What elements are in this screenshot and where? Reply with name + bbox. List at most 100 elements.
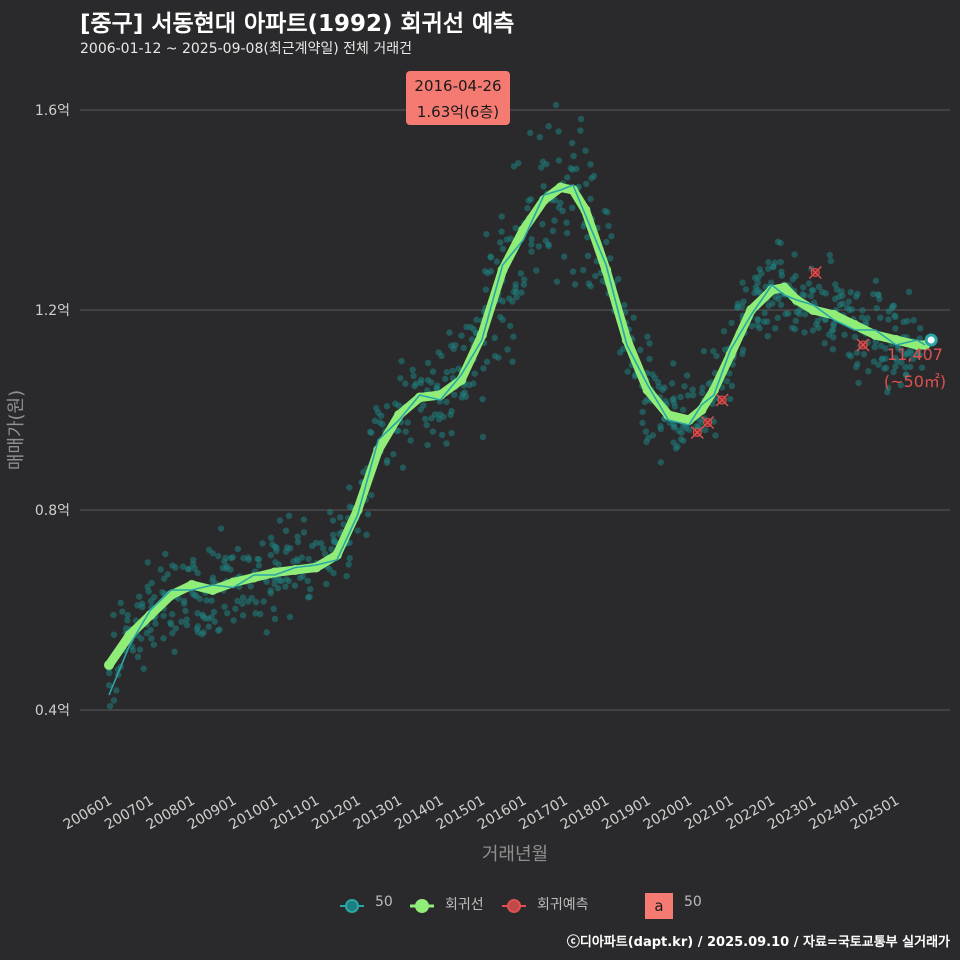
transaction-point: [555, 157, 563, 164]
regression-point: [124, 630, 135, 640]
transaction-point: [285, 512, 293, 520]
y-tick-label: 0.8억: [35, 503, 70, 519]
transaction-point: [346, 555, 353, 562]
transaction-point: [337, 514, 344, 521]
chart-title: [중구] 서동현대 아파트(1992) 회귀선 예측: [80, 11, 515, 37]
transaction-point: [646, 355, 653, 363]
transaction-point: [792, 272, 799, 280]
prediction-marker: [715, 393, 729, 407]
prediction-marker: [808, 266, 822, 279]
transaction-point: [726, 370, 733, 377]
max-price-annotation: 2016-04-26 1.63억(6층): [406, 71, 510, 125]
transaction-point: [860, 351, 868, 358]
transaction-point: [143, 629, 151, 637]
transaction-point: [767, 279, 775, 286]
transaction-point: [148, 635, 155, 642]
transaction-point: [282, 527, 290, 534]
transaction-point: [690, 392, 697, 399]
transaction-point: [487, 253, 494, 260]
transaction-point: [815, 283, 823, 291]
transaction-point: [728, 319, 735, 327]
transaction-point: [271, 615, 279, 623]
regression-point: [518, 225, 529, 235]
x-axis-title: 거래년월: [482, 844, 548, 865]
transaction-point: [510, 333, 517, 340]
transaction-point: [110, 631, 118, 638]
regression-point: [269, 567, 280, 578]
transaction-point: [374, 409, 382, 416]
legend-regression-icon: [410, 899, 434, 913]
transaction-point: [563, 219, 570, 226]
transaction-point: [326, 508, 334, 516]
transaction-point: [230, 617, 237, 624]
transaction-point: [191, 565, 199, 572]
transaction-point: [569, 268, 577, 275]
transaction-point: [900, 318, 907, 326]
transaction-point: [247, 583, 254, 590]
transaction-point: [910, 317, 917, 324]
transaction-point: [524, 204, 531, 212]
transaction-point: [684, 392, 692, 399]
transaction-point: [819, 288, 826, 296]
transaction-point: [777, 301, 785, 309]
transaction-point: [164, 571, 171, 578]
transaction-point: [841, 331, 848, 339]
transaction-point: [402, 380, 409, 387]
transaction-point: [813, 321, 820, 328]
transaction-point: [791, 325, 799, 333]
transaction-point: [642, 428, 650, 435]
transaction-point: [639, 419, 646, 427]
transaction-point: [367, 491, 375, 499]
transaction-point: [858, 314, 866, 321]
transaction-point: [890, 302, 898, 309]
transaction-point: [809, 327, 817, 334]
transaction-point: [273, 544, 280, 551]
transaction-point: [872, 277, 880, 284]
transaction-point: [480, 365, 487, 372]
transaction-point: [680, 437, 687, 444]
transaction-point: [570, 152, 577, 160]
transaction-point: [317, 539, 325, 547]
transaction-point: [700, 347, 708, 355]
transaction-point: [147, 597, 155, 605]
transaction-point: [417, 406, 424, 413]
transaction-point: [178, 618, 185, 625]
transaction-point: [536, 133, 544, 141]
transaction-point: [134, 653, 142, 661]
transaction-point: [360, 468, 367, 476]
annotation-date: 2016-04-26: [414, 77, 501, 95]
transaction-point: [168, 610, 176, 618]
transaction-point: [785, 310, 792, 317]
transaction-point: [830, 320, 837, 328]
transaction-point: [539, 158, 547, 165]
annotation-box: [406, 71, 510, 125]
transaction-point: [778, 268, 785, 275]
transaction-point: [723, 377, 731, 385]
transaction-point: [383, 402, 391, 410]
transaction-point: [171, 648, 178, 655]
transaction-point: [827, 257, 835, 265]
transaction-point: [248, 594, 255, 602]
transaction-point: [299, 573, 306, 580]
transaction-point: [446, 329, 453, 336]
transaction-point: [563, 229, 571, 237]
transaction-point: [758, 270, 765, 277]
transaction-point: [239, 600, 246, 607]
transaction-point: [137, 635, 145, 642]
transaction-point: [671, 403, 679, 410]
transaction-point: [493, 258, 501, 265]
transaction-point: [624, 368, 631, 375]
transaction-point: [200, 629, 207, 636]
transaction-point: [545, 123, 552, 130]
transaction-point: [567, 164, 575, 172]
transaction-point: [160, 575, 168, 582]
regression-point: [870, 330, 881, 340]
transaction-point: [346, 503, 353, 510]
transaction-point: [443, 368, 451, 376]
annotation-value: 1.63억(6층): [417, 103, 499, 121]
transaction-point: [180, 597, 188, 605]
transaction-point: [907, 363, 914, 371]
transaction-point: [670, 395, 677, 402]
transaction-point: [255, 562, 263, 569]
transaction-point: [772, 325, 779, 332]
